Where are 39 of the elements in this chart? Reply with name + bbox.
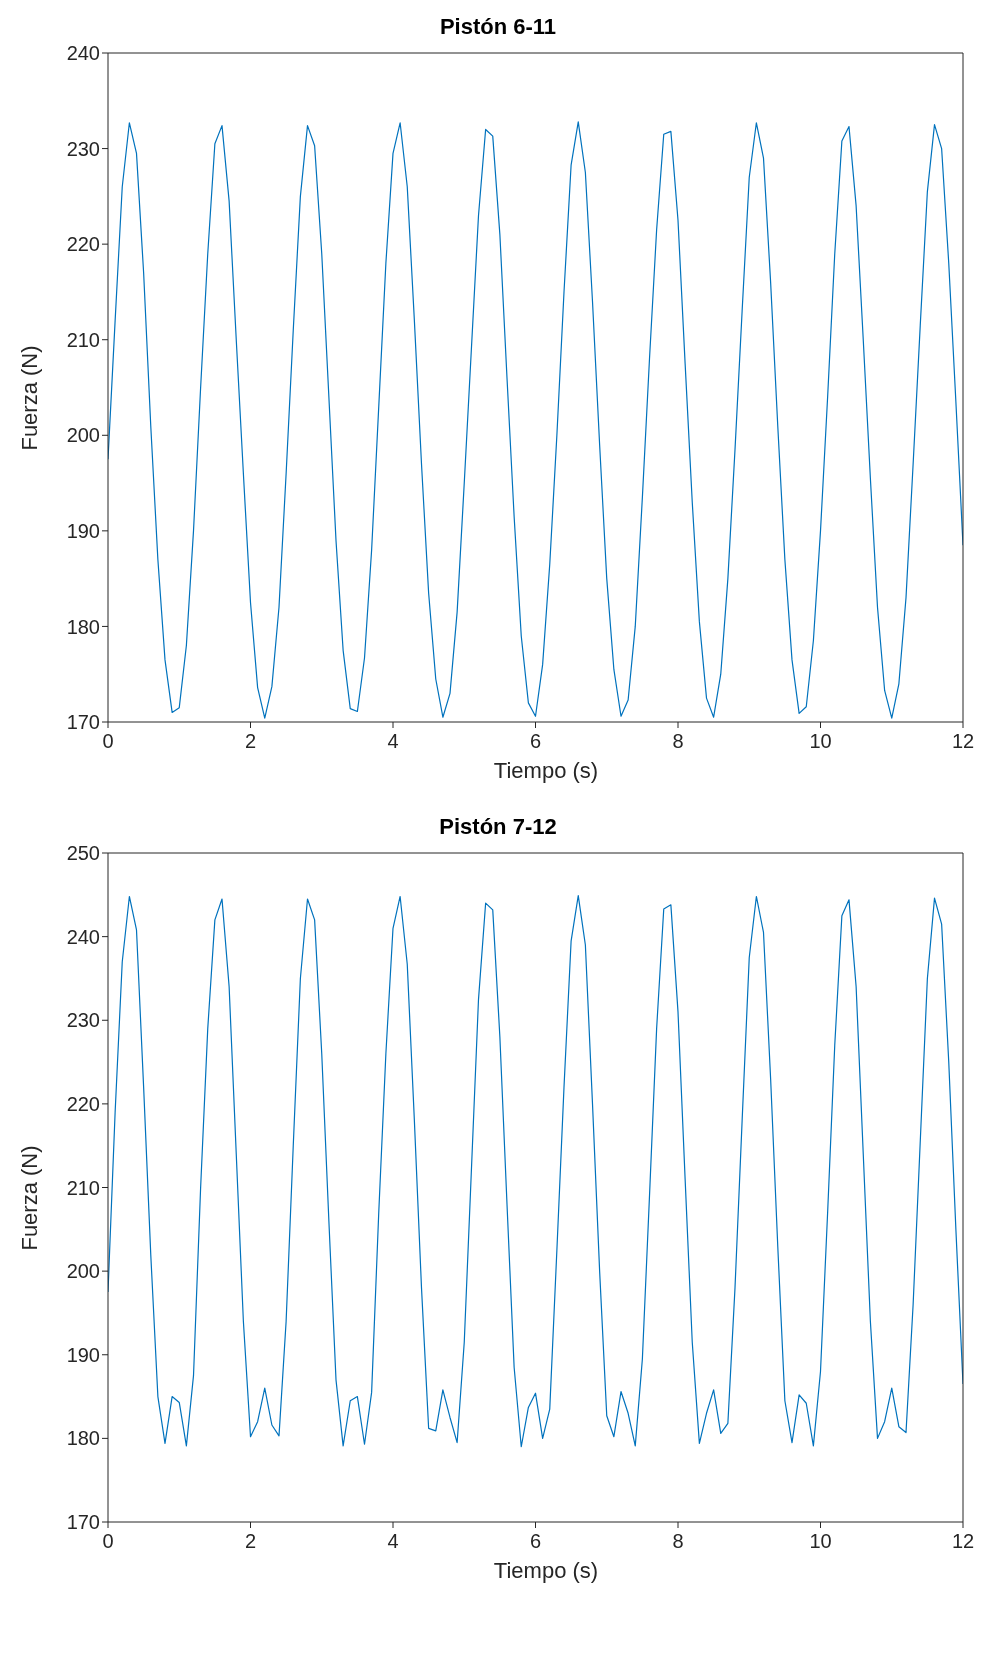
y-tick-label: 200 — [66, 424, 100, 447]
x-tick-label: 4 — [387, 1530, 399, 1553]
line-series — [108, 895, 963, 1448]
x-tick-label: 0 — [102, 1530, 114, 1553]
x-tick-label: 10 — [809, 730, 832, 753]
x-tick-label: 6 — [529, 1530, 542, 1553]
x-axis-title: Tiempo (s) — [492, 1558, 600, 1584]
x-tick-label: 12 — [951, 730, 975, 753]
y-tick-label: 230 — [66, 137, 100, 160]
y-tick-label: 240 — [66, 42, 100, 65]
x-tick-label: 10 — [809, 1530, 832, 1553]
chart-title: Pistón 6-11 — [438, 14, 558, 40]
x-tick-label: 6 — [529, 730, 542, 753]
x-tick-label: 12 — [951, 1530, 975, 1553]
y-tick-label: 190 — [66, 519, 100, 542]
x-axis-title: Tiempo (s) — [492, 758, 600, 784]
y-tick-label: 220 — [66, 1092, 100, 1115]
x-tick-label: 8 — [672, 1530, 684, 1553]
y-tick-label: 180 — [66, 1427, 100, 1450]
y-tick-label: 170 — [66, 711, 100, 734]
y-tick-label: 230 — [66, 1009, 100, 1032]
x-tick-label: 2 — [244, 730, 257, 753]
x-tick-label: 4 — [387, 730, 399, 753]
y-tick-label: 210 — [66, 1176, 100, 1199]
y-tick-label: 210 — [66, 328, 100, 351]
y-tick-label: 240 — [66, 925, 100, 948]
chart-title: Pistón 7-12 — [438, 814, 558, 840]
x-tick-label: 0 — [102, 730, 114, 753]
y-axis-title: Fuerza (N) — [17, 345, 43, 451]
y-axis-title: Fuerza (N) — [17, 1145, 43, 1251]
x-tick-label: 8 — [672, 730, 684, 753]
y-tick-label: 220 — [66, 233, 100, 256]
y-tick-label: 190 — [66, 1343, 100, 1366]
line-series — [108, 121, 963, 719]
y-tick-label: 250 — [66, 842, 100, 865]
x-tick-label: 2 — [244, 1530, 257, 1553]
y-tick-label: 170 — [66, 1511, 100, 1534]
y-tick-label: 200 — [66, 1260, 100, 1283]
y-tick-label: 180 — [66, 615, 100, 638]
